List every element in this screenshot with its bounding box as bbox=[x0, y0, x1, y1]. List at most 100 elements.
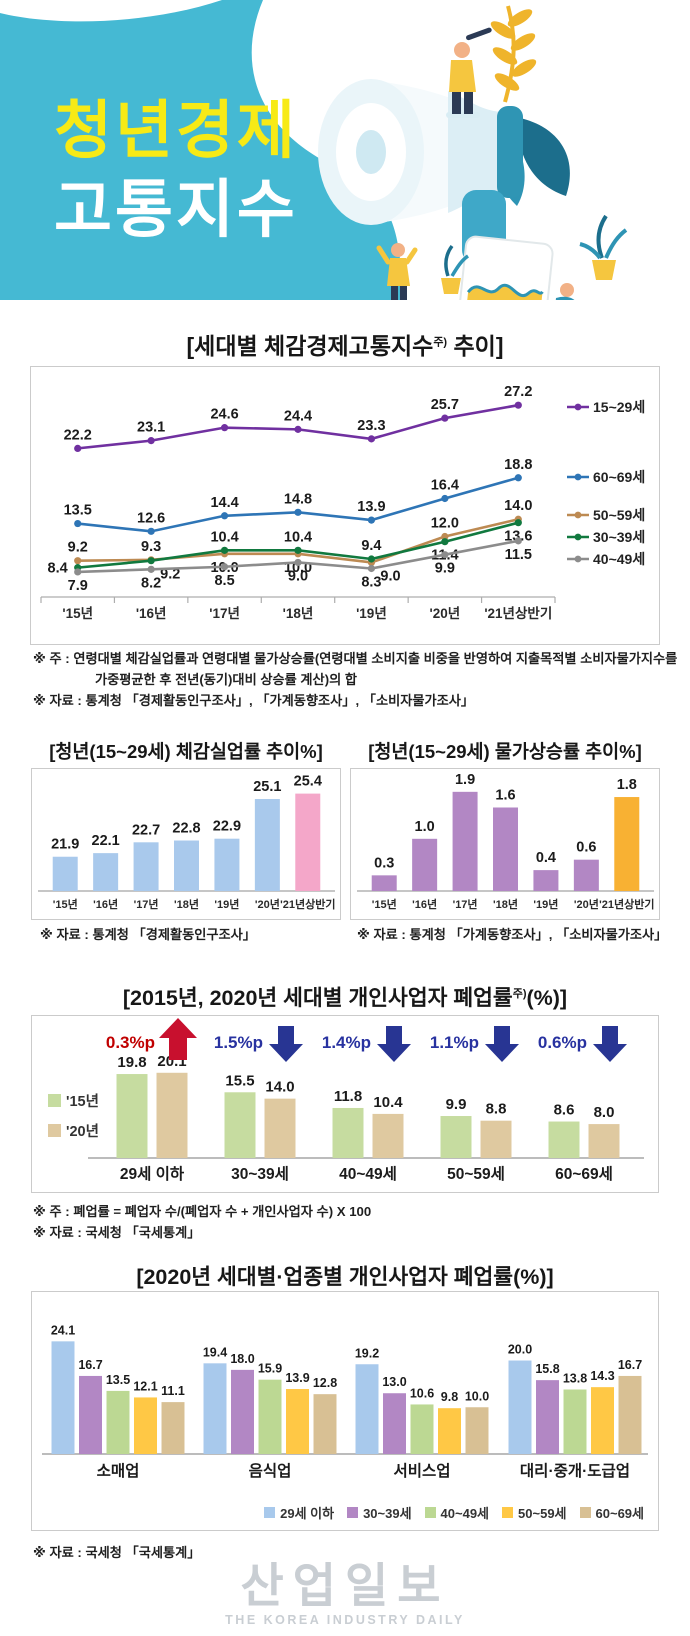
bar bbox=[79, 1375, 102, 1454]
value-label: 11.1 bbox=[161, 1384, 185, 1398]
x-tick-label: 40~49세 bbox=[339, 1165, 397, 1183]
legend-swatch bbox=[48, 1124, 61, 1137]
annotation-label: 0.6%p bbox=[538, 1033, 587, 1052]
bar bbox=[52, 856, 78, 891]
bar bbox=[588, 1124, 620, 1158]
data-point bbox=[441, 551, 449, 559]
value-label: 22.8 bbox=[172, 821, 200, 837]
legend-label: 30~39세 bbox=[363, 1506, 412, 1521]
bar bbox=[161, 1402, 185, 1454]
bar bbox=[591, 1387, 614, 1454]
inflation-bar-chart: 0.3 '15년 1.0 '16년 1.9 '17년 1.6 '18년 0.4 '19년 0.6 '2… bbox=[357, 772, 654, 911]
annotation-label: 1.1%p bbox=[430, 1033, 479, 1052]
logo-korean: 산업일보 bbox=[240, 1559, 450, 1612]
line-series-15~29세: 22.2 23.1 24.6 24.4 23.3 25.7 27.2 15~29세 bbox=[64, 384, 645, 452]
x-tick-label: 29세 이하 bbox=[120, 1165, 185, 1183]
x-tick-label: '17년 bbox=[134, 897, 159, 911]
arrow-down-icon bbox=[593, 1026, 627, 1062]
x-tick-label: '15년 bbox=[53, 897, 78, 911]
data-point bbox=[514, 537, 522, 545]
value-label: 22.9 bbox=[213, 819, 241, 835]
data-point bbox=[441, 538, 449, 546]
chart2b-card: 0.3 '15년 1.0 '16년 1.9 '17년 1.6 '18년 0.4 '19년 0.6 '2… bbox=[350, 768, 660, 920]
main-title: 청년경제 고통지수 bbox=[54, 100, 298, 242]
value-label: 25.7 bbox=[431, 397, 459, 413]
value-label: 9.0 bbox=[288, 568, 308, 584]
x-tick-label: 50~59세 bbox=[447, 1165, 505, 1183]
person-lookout-icon bbox=[446, 27, 492, 118]
value-label: 19.8 bbox=[117, 1054, 146, 1071]
value-label: 18.0 bbox=[230, 1352, 254, 1366]
value-label: 15.5 bbox=[225, 1072, 254, 1089]
data-point bbox=[367, 564, 376, 573]
value-label: 1.9 bbox=[455, 772, 475, 788]
annotation-label: 0.3%p bbox=[106, 1033, 155, 1052]
value-label: 22.1 bbox=[92, 833, 120, 849]
unemployment-bar-chart: 21.9 '15년 22.1 '16년 22.7 '17년 22.8 '18년 22.9 '19년… bbox=[38, 774, 335, 911]
legend-item: '15년 bbox=[48, 1090, 99, 1111]
bar bbox=[51, 1341, 75, 1454]
bar bbox=[480, 1120, 512, 1158]
x-tick-label: '20년 bbox=[255, 897, 280, 911]
value-label: 0.6 bbox=[576, 840, 596, 856]
header-illustration bbox=[0, 0, 690, 300]
x-tick-label: '20년 bbox=[574, 897, 599, 911]
value-label: 9.9 bbox=[446, 1096, 467, 1113]
line-series-60~69세: 13.5 12.6 14.4 14.8 13.9 16.4 18.8 60~69세 bbox=[64, 457, 645, 535]
note-line: ※ 자료 : 국세청 「국세통계」 bbox=[33, 1224, 201, 1240]
value-label: 22.7 bbox=[132, 822, 160, 838]
value-label: 7.9 bbox=[68, 578, 88, 594]
person-pushing-icon bbox=[555, 283, 575, 300]
data-point bbox=[367, 435, 376, 443]
legend-item: 60~69세 bbox=[579, 1503, 644, 1522]
value-label: 8.6 bbox=[554, 1102, 575, 1119]
value-label: 13.5 bbox=[106, 1373, 130, 1387]
bar bbox=[133, 842, 159, 891]
data-point bbox=[74, 568, 82, 576]
person-cheering-icon bbox=[376, 243, 418, 300]
x-tick-label: '16년 bbox=[136, 606, 167, 621]
bar bbox=[156, 1072, 188, 1158]
legend-swatch bbox=[264, 1507, 276, 1518]
value-label: 8.8 bbox=[486, 1101, 507, 1118]
legend-swatch bbox=[502, 1507, 514, 1518]
plant-pot-small-icon bbox=[441, 244, 470, 294]
data-point bbox=[514, 401, 522, 409]
value-label: 13.9 bbox=[285, 1371, 309, 1385]
value-label: 14.3 bbox=[590, 1369, 614, 1383]
legend-item: 29세 이하 bbox=[264, 1503, 334, 1522]
data-point bbox=[147, 565, 155, 573]
value-label: 21.9 bbox=[51, 837, 79, 853]
data-point bbox=[147, 437, 155, 445]
value-label: 0.3 bbox=[374, 855, 394, 871]
legend-label: 50~59세 bbox=[518, 1506, 567, 1521]
legend-item: 30~39세 bbox=[347, 1503, 412, 1522]
arrow-down-icon bbox=[269, 1026, 303, 1062]
value-label: 14.0 bbox=[265, 1079, 294, 1096]
bar bbox=[536, 1380, 559, 1454]
legend-label: 50~59세 bbox=[593, 507, 645, 523]
data-point bbox=[514, 519, 522, 527]
value-label: 9.9 bbox=[435, 561, 455, 577]
x-tick-label: '18년 bbox=[283, 606, 314, 621]
bar bbox=[116, 1074, 148, 1158]
note-line: 가중평균한 후 전년(동기)대비 상승률 계산)의 합 bbox=[95, 671, 358, 687]
bar bbox=[214, 838, 240, 891]
legend-swatch bbox=[347, 1507, 359, 1518]
bar bbox=[286, 1389, 309, 1454]
chart3-notes: ※ 주 : 폐업률 = 폐업자 수/(폐업자 수 + 개인사업자 수) X 10… bbox=[33, 1202, 371, 1244]
note-line: ※ 자료 : 통계청 「경제활동인구조사」, 「가계동향조사」, 「소비자물가조… bbox=[33, 692, 475, 708]
data-point bbox=[74, 557, 82, 565]
value-label: 0.4 bbox=[536, 850, 556, 866]
arrow-down-icon bbox=[485, 1026, 519, 1062]
bar bbox=[440, 1116, 472, 1158]
chart4-title: [2020년 세대별·업종별 개인사업자 폐업률(%)] bbox=[136, 1265, 554, 1289]
arrow-down-icon bbox=[377, 1026, 411, 1062]
chart1-card: '15년 '16년 '17년 '18년 '19년 '20년 '21년상반기 22.2 23.1 2… bbox=[30, 366, 660, 645]
legend-label: 15~29세 bbox=[593, 399, 645, 415]
x-tick-label: '21년상반기 bbox=[484, 605, 552, 621]
x-tick-label: 음식업 bbox=[249, 1462, 292, 1480]
